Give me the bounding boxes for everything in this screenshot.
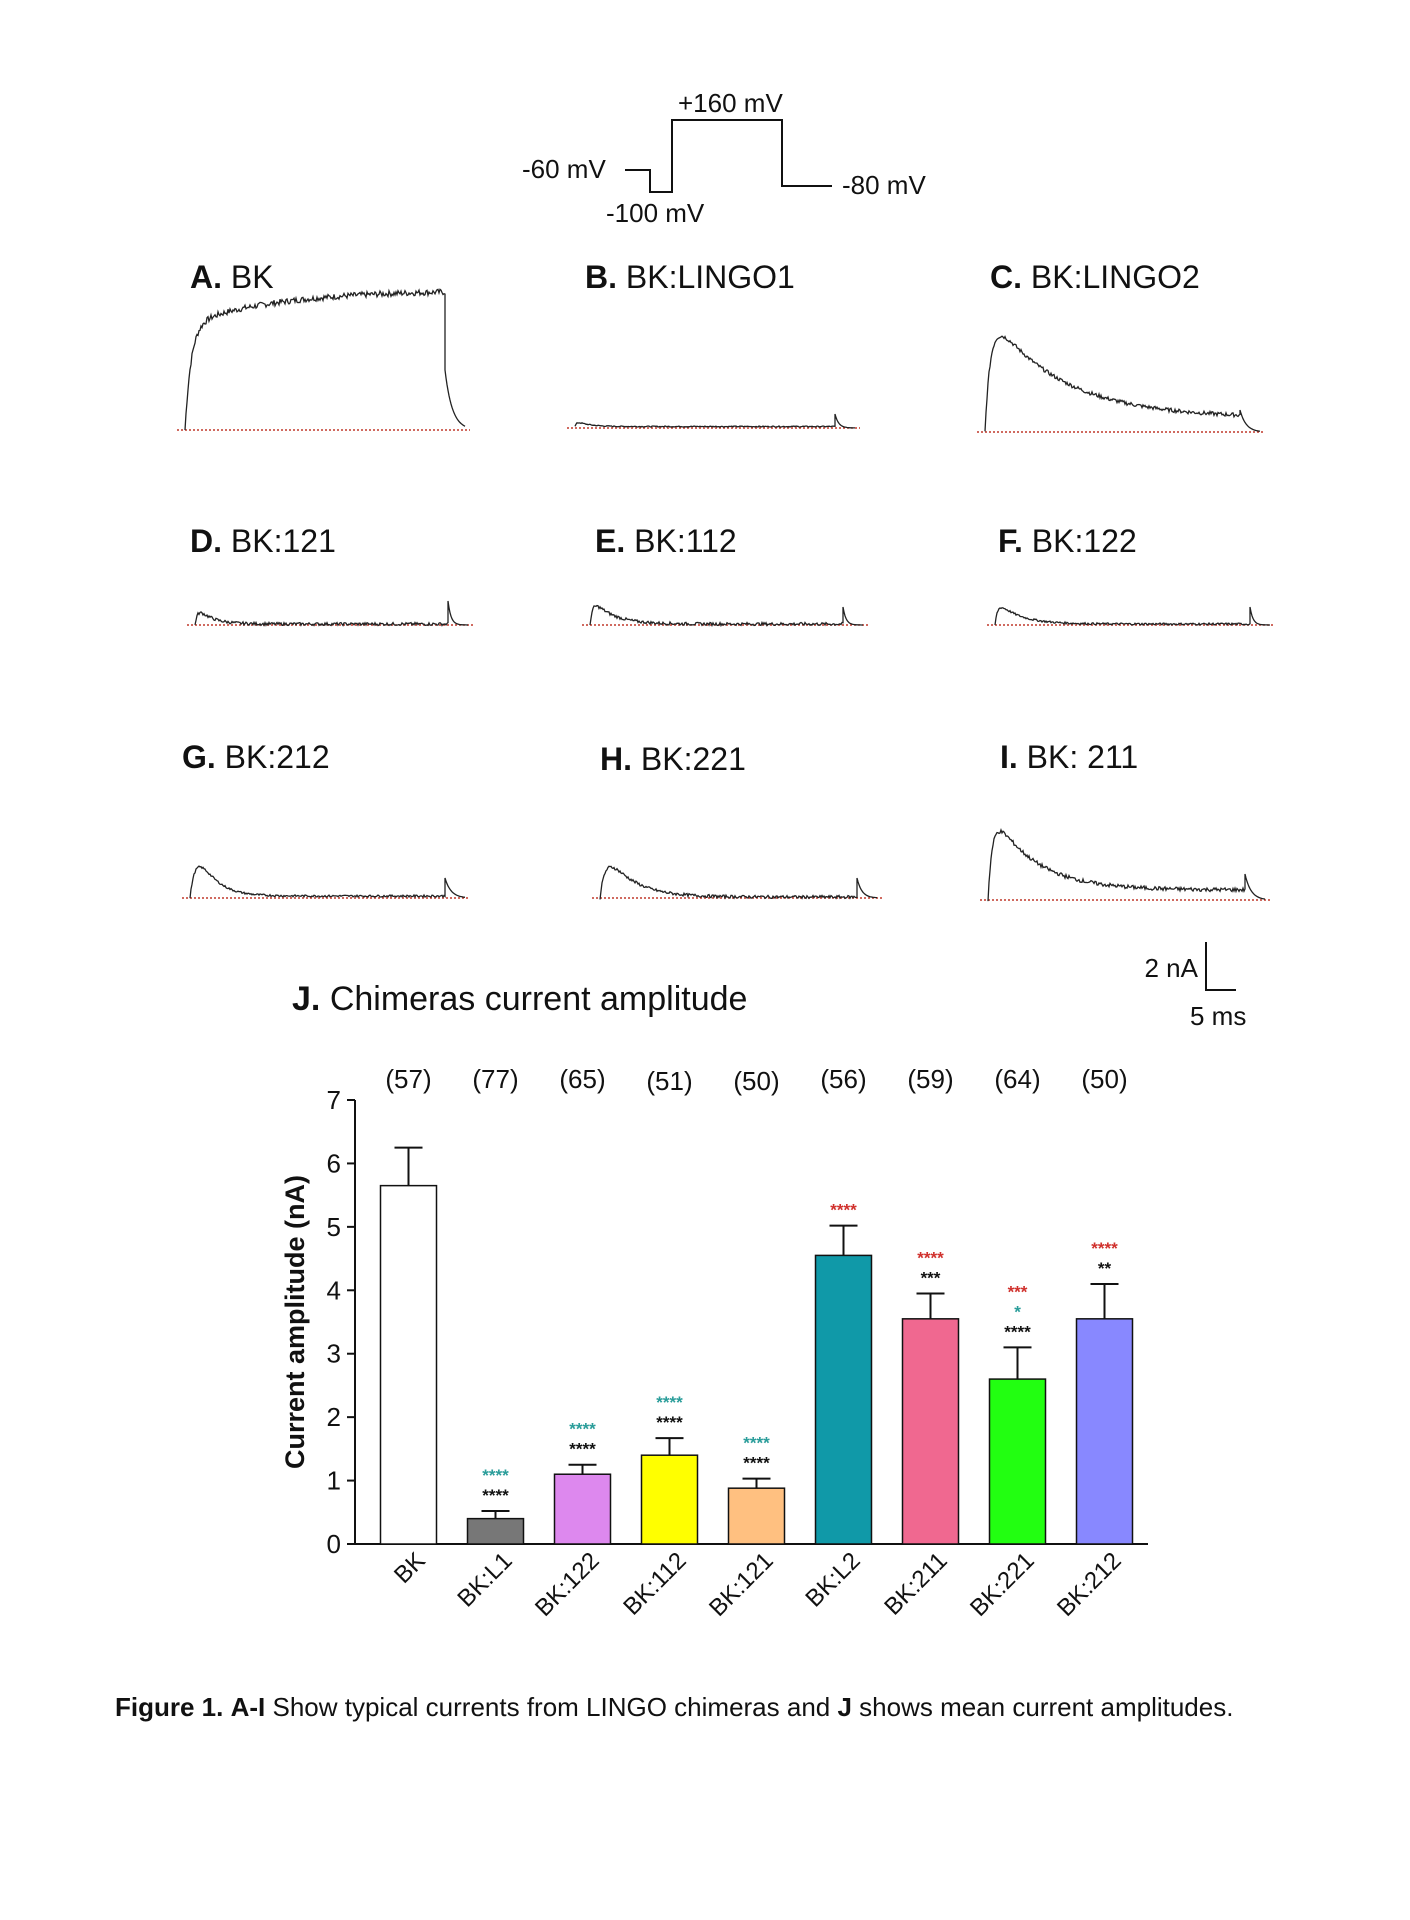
significance-label: **** xyxy=(917,1248,944,1267)
protocol-trace xyxy=(625,119,832,193)
bar-bk-121 xyxy=(727,1487,786,1545)
significance-label: **** xyxy=(656,1413,683,1432)
protocol-label: -60 mV xyxy=(522,154,606,184)
panel-title-c: C. BK:LINGO2 xyxy=(990,259,1200,295)
n-label: (56) xyxy=(820,1064,866,1094)
scale-bar-time: 5 ms xyxy=(1190,1001,1246,1031)
y-tick-label: 2 xyxy=(327,1402,341,1432)
protocol-label: -80 mV xyxy=(842,170,926,200)
x-tick-label: BK:212 xyxy=(1052,1547,1127,1622)
trace-panel-a xyxy=(177,288,470,431)
significance-label: **** xyxy=(482,1486,509,1505)
trace-panel-i xyxy=(980,827,1270,902)
y-tick-label: 4 xyxy=(327,1275,341,1305)
panel-title-b: B. BK:LINGO1 xyxy=(585,259,795,295)
x-tick-label: BK:112 xyxy=(618,1547,692,1621)
current-trace xyxy=(599,865,878,900)
current-trace xyxy=(987,827,1266,902)
trace-panel-g xyxy=(182,865,470,899)
bar-bk-122 xyxy=(553,1473,612,1545)
bar-chart: 0 1 2 3 4 5 6 7 Current amplitude (nA) (57) BK (77)… xyxy=(280,1064,1148,1622)
significance-label: **** xyxy=(743,1454,770,1473)
n-label: (65) xyxy=(559,1064,605,1094)
panel-title-i: I. BK: 211 xyxy=(1000,739,1138,775)
bar-bk-112 xyxy=(640,1454,699,1545)
significance-label: **** xyxy=(1091,1239,1118,1258)
significance-label: * xyxy=(1014,1302,1021,1321)
significance-label: *** xyxy=(921,1268,941,1287)
bar-bk-211 xyxy=(901,1318,960,1545)
voltage-protocol: +160 mV -60 mV -100 mV -80 mV xyxy=(522,88,926,228)
bar-bk xyxy=(379,1184,438,1545)
x-tick-label: BK:L2 xyxy=(800,1547,865,1612)
bar-bk-l2 xyxy=(814,1254,873,1545)
current-trace xyxy=(184,288,466,431)
current-traces xyxy=(177,288,1275,902)
panel-title-f: F. BK:122 xyxy=(998,523,1137,559)
bar-bk-l1 xyxy=(466,1517,525,1545)
y-tick-label: 7 xyxy=(327,1085,341,1115)
x-tick-label: BK:121 xyxy=(704,1547,779,1622)
x-tick-label: BK:L1 xyxy=(452,1547,517,1612)
bar-bk-212 xyxy=(1075,1318,1134,1545)
panel-title-d: D. BK:121 xyxy=(190,523,336,559)
panel-title-h: H. BK:221 xyxy=(600,741,746,777)
significance-label: **** xyxy=(830,1201,857,1220)
protocol-label: -100 mV xyxy=(606,198,705,228)
trace-panel-f xyxy=(987,606,1275,627)
y-axis-label: Current amplitude (nA) xyxy=(280,1175,310,1469)
current-trace xyxy=(994,606,1270,627)
y-tick-label: 5 xyxy=(327,1212,341,1242)
panel-titles: A. BK B. BK:LINGO1 C. BK:LINGO2 D. BK:12… xyxy=(182,259,1200,777)
significance-label: *** xyxy=(1008,1282,1028,1301)
significance-label: **** xyxy=(569,1420,596,1439)
significance-label: **** xyxy=(482,1466,509,1485)
panel-title-g: G. BK:212 xyxy=(182,739,330,775)
scale-bar-lines xyxy=(1205,942,1236,991)
significance-label: **** xyxy=(1004,1322,1031,1341)
scale-bar: 2 nA 5 ms xyxy=(1145,942,1246,1031)
x-tick-label: BK:221 xyxy=(965,1547,1040,1622)
y-tick-label: 6 xyxy=(327,1148,341,1178)
n-label: (59) xyxy=(907,1064,953,1094)
n-label: (50) xyxy=(1081,1064,1127,1094)
figure-caption: Figure 1. A-I Show typical currents from… xyxy=(115,1692,1234,1722)
trace-panel-e xyxy=(582,604,868,628)
y-tick-label: 1 xyxy=(327,1466,341,1496)
n-label: (51) xyxy=(646,1066,692,1096)
current-trace xyxy=(189,865,466,899)
current-trace xyxy=(574,413,855,429)
chart-title: J. Chimeras current amplitude xyxy=(292,980,747,1018)
x-tick-label: BK:211 xyxy=(879,1547,953,1621)
panel-title-a: A. BK xyxy=(190,259,274,295)
panel-title-e: E. BK:112 xyxy=(595,523,737,559)
y-tick-label: 0 xyxy=(327,1529,341,1559)
current-trace xyxy=(589,604,863,628)
significance-label: **** xyxy=(743,1434,770,1453)
scale-bar-current: 2 nA xyxy=(1145,953,1199,983)
significance-label: **** xyxy=(569,1440,596,1459)
significance-label: **** xyxy=(656,1393,683,1412)
n-label: (77) xyxy=(472,1064,518,1094)
trace-panel-h xyxy=(592,865,882,900)
current-trace xyxy=(194,600,468,627)
significance-label: ** xyxy=(1098,1259,1112,1278)
n-label: (57) xyxy=(385,1064,431,1094)
trace-panel-c xyxy=(977,335,1265,433)
trace-panel-b xyxy=(567,413,860,429)
x-tick-label: BK xyxy=(389,1547,431,1589)
trace-panel-d xyxy=(187,600,473,627)
bar-bk-221 xyxy=(988,1378,1047,1545)
x-tick-label: BK:122 xyxy=(530,1547,605,1622)
n-label: (50) xyxy=(733,1066,779,1096)
n-label: (64) xyxy=(994,1064,1040,1094)
current-trace xyxy=(984,335,1261,432)
y-tick-label: 3 xyxy=(327,1339,341,1369)
protocol-label: +160 mV xyxy=(678,88,783,118)
